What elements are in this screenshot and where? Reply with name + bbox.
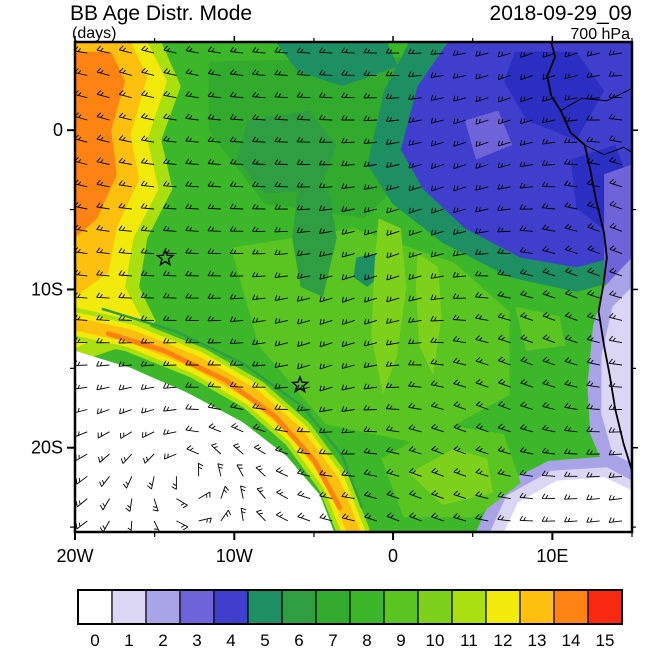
colorbar-label: 14 (562, 631, 581, 650)
colorbar-frame (77, 589, 623, 625)
y-tick-label: 0 (53, 120, 63, 140)
colorbar-cell (519, 589, 555, 625)
colorbar-cell (451, 589, 487, 625)
plot-level-label: 700 hPa (570, 26, 630, 43)
colorbar-label: 7 (328, 631, 337, 650)
colorbar-cell (315, 589, 351, 625)
colorbar-label: 4 (226, 631, 235, 650)
colorbar-cell (145, 589, 181, 625)
colorbar-label: 0 (90, 631, 99, 650)
x-tick-label: 10W (216, 546, 253, 566)
country-border (584, 144, 632, 156)
region-band-orange (75, 317, 360, 532)
plot-datetime: 2018-09-29_09 (489, 2, 632, 25)
x-tick-label: 0 (388, 546, 398, 566)
region-center-streak-1 (371, 218, 407, 395)
region-band-darkgreen-edge (101, 307, 364, 509)
region-upper-middle-dark-patch (236, 110, 337, 194)
region-mid-dark-streak (292, 189, 337, 297)
region-center-streak-2 (415, 252, 442, 376)
region-violet-patch (464, 110, 513, 160)
star-marker (155, 248, 175, 267)
region-band-deep-orange (105, 331, 343, 510)
map-field (75, 42, 632, 532)
coastline (546, 42, 632, 472)
colorbar-label: 15 (596, 631, 615, 650)
region-right-center-light (515, 306, 566, 351)
x-tick-label: 20W (56, 546, 93, 566)
colorbar-cell (281, 589, 317, 625)
colorbar-cell (213, 589, 249, 625)
region-south-center-lighter (409, 448, 493, 505)
colorbar-cell (587, 589, 623, 625)
colorbar-cell (77, 589, 113, 625)
colorbar-label: 3 (192, 631, 201, 650)
colorbar-cell (179, 589, 215, 625)
colorbar-label: 6 (294, 631, 303, 650)
region-navy-patch-north (503, 51, 605, 140)
region-southwest-clear-region (75, 350, 334, 532)
star-marker (290, 375, 310, 394)
colorbar-label: 5 (260, 631, 269, 650)
wind-barbs (75, 45, 623, 532)
colorbar-label: 1 (124, 631, 133, 650)
map-frame (73, 40, 634, 534)
colorbar-cell (417, 589, 453, 625)
colorbar-label: 10 (426, 631, 445, 650)
colorbar-label: 2 (158, 631, 167, 650)
region-southeast-white-blob (503, 477, 632, 532)
y-tick-label: 10S (31, 279, 63, 299)
colorbar-label: 12 (494, 631, 513, 650)
colorbar-cell (349, 589, 385, 625)
country-border (560, 88, 632, 112)
colorbar-cell (111, 589, 147, 625)
plot-units-label: (days) (72, 25, 117, 42)
colorbar-label: 13 (528, 631, 547, 650)
colorbar-cell (383, 589, 419, 625)
colorbar-label: 8 (362, 631, 371, 650)
y-tick-label: 20S (31, 438, 63, 458)
colorbar-cell (485, 589, 521, 625)
colorbar-label: 9 (396, 631, 405, 650)
region-west-deep-orange (75, 51, 126, 238)
region-coastal-pale-lavender (601, 287, 632, 464)
colorbar-label: 11 (460, 631, 478, 650)
x-tick-label: 10E (536, 546, 568, 566)
colorbar-cell (553, 589, 589, 625)
colorbar-cell (247, 589, 283, 625)
plot-title: BB Age Distr. Mode (70, 2, 253, 25)
